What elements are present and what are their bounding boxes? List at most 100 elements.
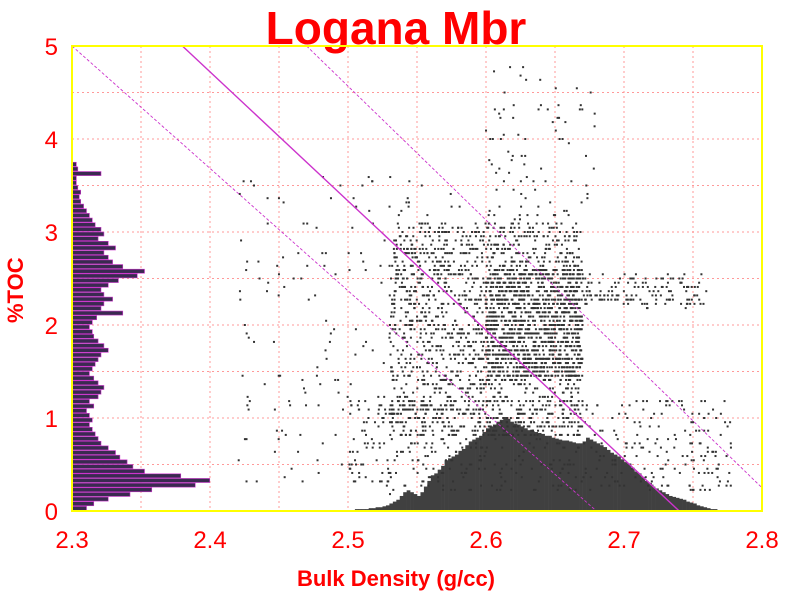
scatter-point xyxy=(423,328,426,331)
scatter-point xyxy=(534,273,537,276)
scatter-point xyxy=(442,378,445,381)
scatter-point xyxy=(497,281,500,284)
scatter-point xyxy=(481,311,484,314)
scatter-point xyxy=(390,412,393,415)
scatter-point xyxy=(566,298,569,301)
scatter-point xyxy=(435,349,438,352)
scatter-point xyxy=(485,247,488,250)
scatter-point xyxy=(529,231,532,233)
scatter-point xyxy=(563,269,566,272)
scatter-point xyxy=(422,374,425,377)
scatter-point xyxy=(507,247,510,250)
scatter-point xyxy=(551,332,554,335)
scatter-point xyxy=(537,345,540,348)
scatter-point xyxy=(585,404,588,407)
scatter-point xyxy=(495,298,498,301)
scatter-point xyxy=(522,290,525,293)
scatter-point xyxy=(531,294,534,297)
scatter-point xyxy=(398,404,401,407)
scatter-point xyxy=(521,281,524,284)
scatter-point xyxy=(577,421,580,424)
scatter-point xyxy=(506,307,509,310)
scatter-point xyxy=(535,353,538,356)
scatter-point xyxy=(482,231,485,233)
scatter-point xyxy=(510,332,513,335)
scatter-point xyxy=(684,429,687,432)
scatter-point xyxy=(431,285,434,288)
scatter-point xyxy=(476,277,479,280)
scatter-point xyxy=(502,433,505,436)
scatter-point xyxy=(654,294,657,297)
scatter-point xyxy=(454,357,457,360)
scatter-point xyxy=(482,383,485,386)
scatter-point xyxy=(443,378,446,381)
scatter-point xyxy=(352,480,355,483)
x-histogram-bar xyxy=(589,439,594,511)
scatter-point xyxy=(503,91,506,94)
scatter-point xyxy=(518,218,521,221)
scatter-point xyxy=(568,370,571,373)
scatter-point xyxy=(447,273,450,276)
scatter-point xyxy=(573,231,576,233)
scatter-point xyxy=(513,319,516,322)
scatter-point xyxy=(449,395,452,398)
scatter-point xyxy=(558,324,561,326)
scatter-point xyxy=(558,116,561,119)
scatter-point xyxy=(681,455,684,458)
scatter-point xyxy=(493,277,496,280)
scatter-point xyxy=(543,269,546,272)
scatter-point xyxy=(697,471,700,474)
scatter-point xyxy=(498,336,501,339)
scatter-point xyxy=(525,400,528,403)
scatter-point xyxy=(537,108,540,111)
scatter-point xyxy=(650,471,653,474)
scatter-point xyxy=(390,438,393,441)
scatter-point xyxy=(317,471,320,474)
scatter-point xyxy=(513,328,516,331)
scatter-point xyxy=(430,243,433,246)
scatter-point xyxy=(531,404,534,407)
scatter-point xyxy=(413,404,416,407)
scatter-point xyxy=(524,273,527,276)
scatter-point xyxy=(538,400,541,403)
scatter-point xyxy=(548,311,551,314)
scatter-point xyxy=(408,433,411,436)
x-histogram-bar xyxy=(596,443,601,511)
x-histogram-bar xyxy=(451,456,456,511)
scatter-point xyxy=(407,400,410,403)
scatter-point xyxy=(489,247,492,250)
scatter-point xyxy=(516,349,519,352)
scatter-point xyxy=(634,281,637,284)
scatter-point xyxy=(570,387,573,390)
y-histogram-bar xyxy=(71,254,109,260)
scatter-point xyxy=(361,429,364,432)
scatter-point xyxy=(523,378,526,381)
scatter-point xyxy=(498,167,501,170)
scatter-point xyxy=(511,332,514,335)
scatter-point xyxy=(576,404,579,407)
scatter-point xyxy=(421,273,424,276)
scatter-point xyxy=(661,467,664,470)
scatter-point xyxy=(517,357,520,360)
scatter-point xyxy=(448,252,451,255)
scatter-point xyxy=(388,408,391,411)
scatter-point xyxy=(452,328,455,331)
scatter-point xyxy=(533,366,536,369)
scatter-point xyxy=(512,425,515,428)
scatter-point xyxy=(431,429,434,432)
scatter-point xyxy=(425,247,428,250)
scatter-point xyxy=(534,188,537,191)
scatter-point xyxy=(491,138,494,140)
scatter-point xyxy=(559,277,562,280)
scatter-point xyxy=(559,349,562,352)
scatter-point xyxy=(578,277,581,280)
scatter-point xyxy=(508,281,511,284)
scatter-point xyxy=(557,298,560,301)
scatter-point xyxy=(243,324,246,326)
scatter-point xyxy=(567,311,570,314)
scatter-point xyxy=(512,345,515,348)
scatter-point xyxy=(442,349,445,352)
scatter-point xyxy=(423,345,426,348)
scatter-point xyxy=(421,480,424,483)
scatter-point xyxy=(489,400,492,403)
